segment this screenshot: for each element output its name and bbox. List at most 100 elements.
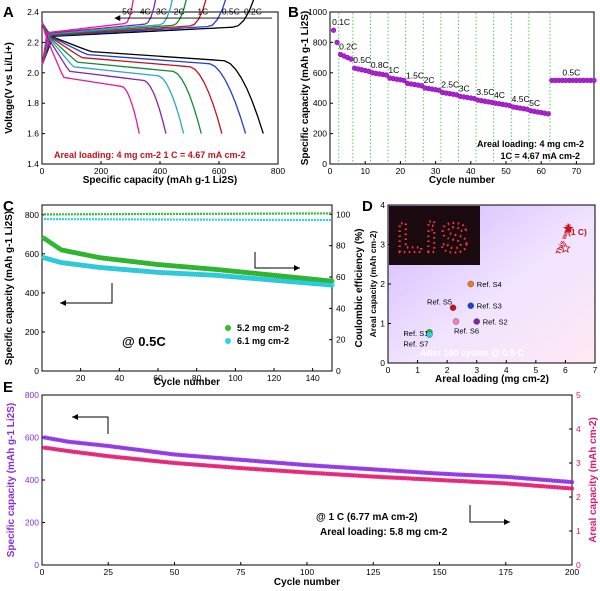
panel-c-ce-line-1 bbox=[43, 217, 333, 222]
panel-d-xtick-label: 6 bbox=[563, 365, 568, 375]
panel-e-ylabel-right: Areal capacity (mAh cm-2) bbox=[588, 417, 599, 543]
panel-a-charge-curve-5C bbox=[41, 0, 134, 66]
panel-c-xtick-label: 20 bbox=[76, 373, 86, 383]
panel-d-point-label-Ref. S2: Ref. S2 bbox=[483, 318, 508, 327]
panel-e-xtick-label: 175 bbox=[499, 567, 513, 577]
panel-b-point bbox=[383, 72, 389, 78]
panel-c-ytick-label: 600 bbox=[25, 249, 39, 259]
panel-b-step-label-2C: 2C bbox=[424, 75, 435, 85]
panel-c-arrow-right bbox=[254, 252, 300, 269]
panel-b-step-label-4.5C: 4.5C bbox=[512, 94, 530, 104]
panel-d-annotation: After 100 cycles @ 0.5 C bbox=[420, 348, 524, 358]
panel-e-ytick-label: 400 bbox=[25, 475, 39, 485]
panel-c-cycling: 20 40 60 80 100 120 140 0 200 400 600 800 0 20 40 60 80 1… bbox=[4, 204, 365, 388]
panel-c-xtick-label: 80 bbox=[192, 373, 202, 383]
panel-c-arrow-right-head bbox=[294, 265, 300, 271]
panel-e-ylabel: Specific capacity (mAh g-1 Li2S) bbox=[6, 403, 17, 558]
panel-label-c: C bbox=[3, 198, 14, 215]
panel-d-point-Ref. S7 bbox=[426, 331, 433, 338]
panel-c-xtick-label: 120 bbox=[267, 373, 281, 383]
panel-b-step-label-0.1C: 0.1C bbox=[332, 17, 350, 27]
panel-c-right-ytick-label: 80 bbox=[336, 241, 346, 251]
panel-d-point-label-Ref. S4: Ref. S4 bbox=[477, 280, 502, 289]
panel-a-discharge-curve-1C bbox=[41, 22, 223, 134]
panel-b-ytick-label: 400 bbox=[313, 98, 327, 108]
panel-a-ytick-label: 1.6 bbox=[27, 129, 39, 139]
panel-c-ticks: 20 40 60 80 100 120 140 0 200 400 600 800 0 20 40 60 80 1… bbox=[25, 209, 351, 383]
panel-a-charge-curve-2C bbox=[41, 0, 187, 66]
panel-e-xtick-label: 200 bbox=[565, 567, 579, 577]
panel-a-rate-arrow-head bbox=[114, 15, 121, 22]
panel-b-points bbox=[330, 27, 597, 117]
panel-d-point-label-Ref. S5: Ref. S5 bbox=[427, 298, 452, 307]
panel-b-ytick-label: 600 bbox=[313, 68, 327, 78]
panel-c-legend: 5.2 mg cm-2 6.1 mg cm-2 bbox=[225, 323, 289, 346]
panel-a-rate-label-5C: 5C bbox=[122, 7, 133, 17]
panel-b-annotation-rate: 1C = 4.67 mA cm-2 bbox=[501, 151, 580, 161]
panel-e-right-ytick-label: 4 bbox=[576, 424, 581, 434]
panel-label-d: D bbox=[362, 198, 373, 215]
panel-e-series bbox=[42, 435, 575, 491]
panel-a-ytick-label: 2.2 bbox=[27, 37, 39, 47]
panel-c-right-ytick-label: 40 bbox=[336, 303, 346, 313]
panel-a-rate-label-3C: 3C bbox=[156, 7, 167, 17]
panel-c-frame bbox=[41, 204, 333, 372]
panel-c-right-ytick-label: 60 bbox=[336, 272, 346, 282]
panel-a-charge-curve-0.2C bbox=[41, 0, 255, 66]
panel-b-xtick-label: 40 bbox=[466, 166, 476, 176]
panel-e-xtick-label: 75 bbox=[236, 567, 246, 577]
panel-c-ylabel: Specific capacity (mAh g-1 Li2S) bbox=[4, 211, 15, 366]
panel-a-charge-curve-3C bbox=[41, 0, 173, 66]
panel-c-ytick-label: 0 bbox=[34, 366, 39, 376]
panel-c-ytick-label: 200 bbox=[25, 327, 39, 337]
panel-d-ytick-label: 1 bbox=[380, 319, 385, 329]
panel-d-star-This work (0.5 C) bbox=[560, 242, 571, 253]
panel-e-right-ytick-label: 1 bbox=[576, 526, 581, 536]
panel-e-arrow-left-head bbox=[72, 414, 78, 420]
panel-d-ticks: 0 1 2 3 4 5 6 7 0 1 2 3 4 bbox=[380, 200, 597, 375]
panel-c-xtick-label: 140 bbox=[306, 373, 320, 383]
panel-a-voltage-profiles: 0 200 400 600 800 1.4 1.6 1.8 2.0 2.2 2.4 5C 4C 3C 2C… bbox=[4, 0, 285, 186]
panel-e-ticks: 0 25 50 75 100 125 150 175 200020040060080001234… bbox=[25, 390, 581, 577]
panel-b-point bbox=[401, 77, 407, 84]
panel-b-frame bbox=[329, 11, 595, 165]
panel-d-this-work-rate: (1 C) bbox=[568, 227, 587, 237]
panel-b-xtick-label: 60 bbox=[536, 166, 546, 176]
panel-c-ytick-label: 800 bbox=[25, 210, 39, 220]
panel-b-xtick-label: 20 bbox=[396, 166, 406, 176]
panel-b-ticks: 0 10 20 30 40 50 60 70 0 200 400 600 800 1000 bbox=[308, 7, 581, 176]
panel-d-xtick-label: 3 bbox=[474, 365, 479, 375]
panel-a-charge-curve-4C bbox=[41, 0, 157, 66]
panel-a-discharge-curve-3C bbox=[41, 22, 185, 134]
panel-e-right-ytick-label: 5 bbox=[576, 390, 581, 400]
panel-e-arrow-right-head bbox=[504, 519, 510, 525]
panel-e-annotation-loading: Areal loading: 5.8 mg cm-2 bbox=[320, 527, 448, 538]
panel-a-rate-label-0.5C: 0.5C bbox=[222, 7, 240, 17]
panel-a-xtick-label: 0 bbox=[40, 166, 45, 176]
panel-a-rate-label-1C: 1C bbox=[197, 7, 208, 17]
panel-d-star-This work (1 C) bbox=[563, 223, 574, 234]
panel-d-point-Ref. S5 bbox=[449, 304, 457, 311]
panel-c-annotation: @ 0.5C bbox=[122, 334, 166, 349]
panel-c-point-1 bbox=[329, 282, 335, 288]
panel-c-ylabel-right: Coulombic efficiency (%) bbox=[354, 229, 365, 348]
panel-a-ylabel: Voltage(V vs Li/Li+) bbox=[4, 42, 15, 134]
panel-label-a: A bbox=[3, 4, 14, 21]
panel-d-xtick-label: 4 bbox=[504, 365, 509, 375]
panel-e-xtick-label: 25 bbox=[104, 567, 114, 577]
panel-b-point bbox=[334, 39, 340, 46]
panel-c-legend-marker-0 bbox=[225, 325, 231, 331]
panel-e-right-ytick-label: 2 bbox=[576, 492, 581, 502]
panel-label-b: B bbox=[288, 4, 299, 21]
panel-a-charge-curve-1C bbox=[41, 0, 207, 66]
panel-e-right-ytick-label: 0 bbox=[576, 560, 581, 570]
panel-b-point bbox=[545, 111, 551, 117]
panel-d-point-label-Ref. S6: Ref. S6 bbox=[454, 327, 479, 336]
panel-e-long-cycling: 0 25 50 75 100 125 150 175 200020040060080001234… bbox=[6, 390, 599, 588]
panel-c-xtick-label: 100 bbox=[228, 373, 242, 383]
panel-c-right-ytick-label: 100 bbox=[336, 209, 350, 219]
panel-b-xtick-label: 70 bbox=[572, 166, 582, 176]
panel-d-ytick-label: 2 bbox=[380, 279, 385, 289]
panel-b-xtick-label: 50 bbox=[501, 166, 511, 176]
panel-d-photo-inset bbox=[389, 206, 480, 265]
